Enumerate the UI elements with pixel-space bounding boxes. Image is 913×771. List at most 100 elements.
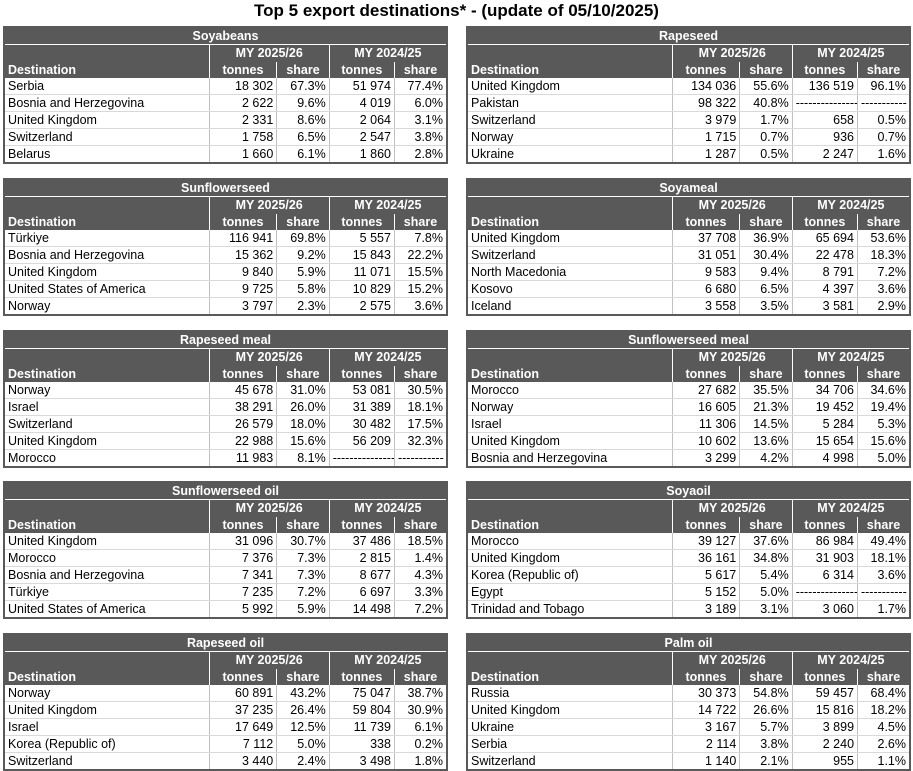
panel-title: Rapeseed — [467, 27, 910, 45]
destination-cell: United Kingdom — [4, 111, 210, 129]
period-current-header: MY 2025/26 — [208, 44, 330, 62]
table-row: Morocco 7 376 7.3% 2 815 1.4% — [4, 549, 447, 567]
share-previous-cell: 4.5% — [857, 718, 910, 736]
destination-cell: United Kingdom — [467, 549, 673, 567]
tonnes-current-cell: 3 440 — [208, 752, 277, 770]
table-row: United States of America 9 725 5.8% 10 829 1… — [4, 280, 447, 298]
share-current-cell: 7.3% — [276, 549, 330, 567]
destination-cell: Iceland — [471, 298, 512, 313]
share-current-cell: 6.1% — [276, 145, 330, 163]
tonnes-header: tonnes — [671, 366, 740, 382]
tonnes-current-cell: 7 341 — [208, 566, 277, 584]
share-header: share — [393, 517, 447, 533]
share-current-cell: 36.9% — [739, 230, 793, 247]
tonnes-current-cell: 1 758 — [208, 128, 277, 146]
tonnes-current-cell: 10 602 — [671, 432, 740, 450]
tonnes-previous-cell: 4 998 — [791, 449, 858, 467]
tonnes-current-cell: 7 112 — [208, 735, 277, 753]
tonnes-previous-cell: 4 019 — [328, 94, 395, 112]
table-row: Trinidad and Tobago 3 189 3.1% 3 060 1.7% — [467, 600, 910, 618]
destination-cell: Türkiye — [4, 583, 210, 601]
share-current-cell: 55.6% — [739, 78, 793, 95]
share-previous-cell: 5.0% — [856, 449, 910, 467]
table-row: Iceland 3 558 3.5% 3 581 2.9% — [467, 297, 910, 315]
tonnes-previous-cell: 53 081 — [328, 382, 395, 399]
table-row: Bosnia and Herzegovina 2 622 9.6% 4 019 6.0% — [4, 94, 447, 112]
tonnes-previous-cell: 3 498 — [328, 752, 395, 770]
destination-cell: Pakistan — [467, 94, 673, 112]
tonnes-current-cell: 26 579 — [208, 415, 277, 433]
destination-cell: Israel — [4, 718, 210, 736]
tonnes-previous-cell: 8 677 — [328, 566, 395, 584]
panel-sunflowerseed-meal: Sunflowerseed meal MY 2025/26 MY 2024/25 De… — [466, 330, 911, 468]
destination-cell: Norway — [8, 298, 51, 313]
share-header: share — [739, 669, 793, 685]
share-previous-cell: 18.2% — [857, 701, 910, 719]
table-row: Türkiye 116 941 69.8% 5 557 7.8% — [4, 230, 447, 247]
share-current-cell: 26.6% — [739, 701, 793, 719]
destination-cell: United Kingdom — [467, 432, 673, 450]
share-previous-cell: 18.1% — [393, 398, 447, 416]
tonnes-current-cell: 134 036 — [671, 78, 740, 95]
share-previous-cell: 3.3% — [393, 583, 447, 601]
destination-cell: Kosovo — [467, 280, 673, 298]
tonnes-previous-cell: 3 060 — [791, 600, 858, 618]
share-current-cell: 5.8% — [276, 280, 330, 298]
tonnes-previous-cell: 37 486 — [328, 533, 395, 550]
tonnes-previous-cell: 19 452 — [791, 398, 858, 416]
panel-title: Sunflowerseed oil — [4, 482, 447, 500]
tonnes-previous-cell: 6 314 — [791, 566, 858, 584]
table-row: Norway 16 605 21.3% 19 452 19.4% — [467, 398, 910, 416]
tonnes-previous-cell: 56 209 — [328, 432, 395, 450]
table-row: Kosovo 6 680 6.5% 4 397 3.6% — [467, 280, 910, 298]
share-previous-cell: 77.4% — [393, 78, 447, 95]
share-previous-cell: 3.6% — [856, 280, 910, 298]
table-row: Norway 60 891 43.2% 75 047 38.7% — [4, 685, 447, 702]
tonnes-previous-cell: 2 815 — [328, 549, 395, 567]
share-current-cell: 3.1% — [739, 600, 793, 618]
tonnes-header: tonnes — [671, 62, 740, 78]
table-row: Morocco 27 682 35.5% 34 706 34.6% — [467, 382, 910, 399]
panel-soyabeans: Soyabeans MY 2025/26 MY 2024/25 Destination… — [3, 26, 448, 164]
share-header: share — [739, 62, 793, 78]
header-blank — [467, 196, 673, 214]
tonnes-header: tonnes — [671, 214, 740, 230]
share-previous-cell: 3.6% — [393, 297, 447, 315]
share-current-cell: 31.0% — [276, 382, 330, 399]
share-previous-cell: 15.2% — [393, 280, 447, 298]
share-previous-cell: 1.4% — [393, 549, 447, 567]
share-current-cell: 34.8% — [739, 549, 793, 567]
destination-cell: Bosnia and Herzegovina — [4, 94, 210, 112]
share-previous-cell: ----------- — [856, 94, 910, 112]
table-row: United Kingdom 37 235 26.4% 59 804 30.9% — [4, 701, 447, 719]
destination-cell: Israel — [4, 398, 210, 416]
header-blank — [467, 651, 673, 669]
share-current-cell: 9.2% — [276, 246, 330, 264]
tonnes-current-cell: 6 680 — [671, 280, 740, 298]
period-current-header: MY 2025/26 — [671, 44, 793, 62]
period-previous-header: MY 2024/25 — [328, 196, 447, 214]
share-current-cell: 5.9% — [276, 263, 330, 281]
table-row: Switzerland 31 051 30.4% 22 478 18.3% — [467, 246, 910, 264]
tonnes-header: tonnes — [791, 517, 858, 533]
tonnes-previous-cell: 955 — [791, 752, 858, 770]
share-previous-cell: 96.1% — [856, 78, 910, 95]
share-header: share — [393, 62, 447, 78]
tonnes-previous-cell: 6 697 — [328, 583, 395, 601]
destination-cell: United Kingdom — [4, 263, 210, 281]
share-previous-cell: 1.7% — [856, 600, 910, 618]
period-current-header: MY 2025/26 — [671, 499, 793, 517]
destination-cell: United States of America — [4, 280, 210, 298]
destination-cell: United Kingdom — [4, 701, 210, 719]
table-row: United Kingdom 2 331 8.6% 2 064 3.1% — [4, 111, 447, 129]
destination-cell: Türkiye — [4, 230, 210, 247]
destination-cell: Belarus — [8, 146, 51, 161]
table-row: Belarus 1 660 6.1% 1 860 2.8% — [4, 145, 447, 163]
header-blank — [467, 44, 673, 62]
share-previous-cell: 5.3% — [856, 415, 910, 433]
share-current-cell: 7.2% — [276, 583, 330, 601]
panel-rapeseed: Rapeseed MY 2025/26 MY 2024/25 Destination t… — [466, 26, 911, 164]
share-current-cell: 12.5% — [276, 718, 330, 736]
share-previous-cell: 30.9% — [393, 701, 447, 719]
header-blank — [4, 196, 210, 214]
